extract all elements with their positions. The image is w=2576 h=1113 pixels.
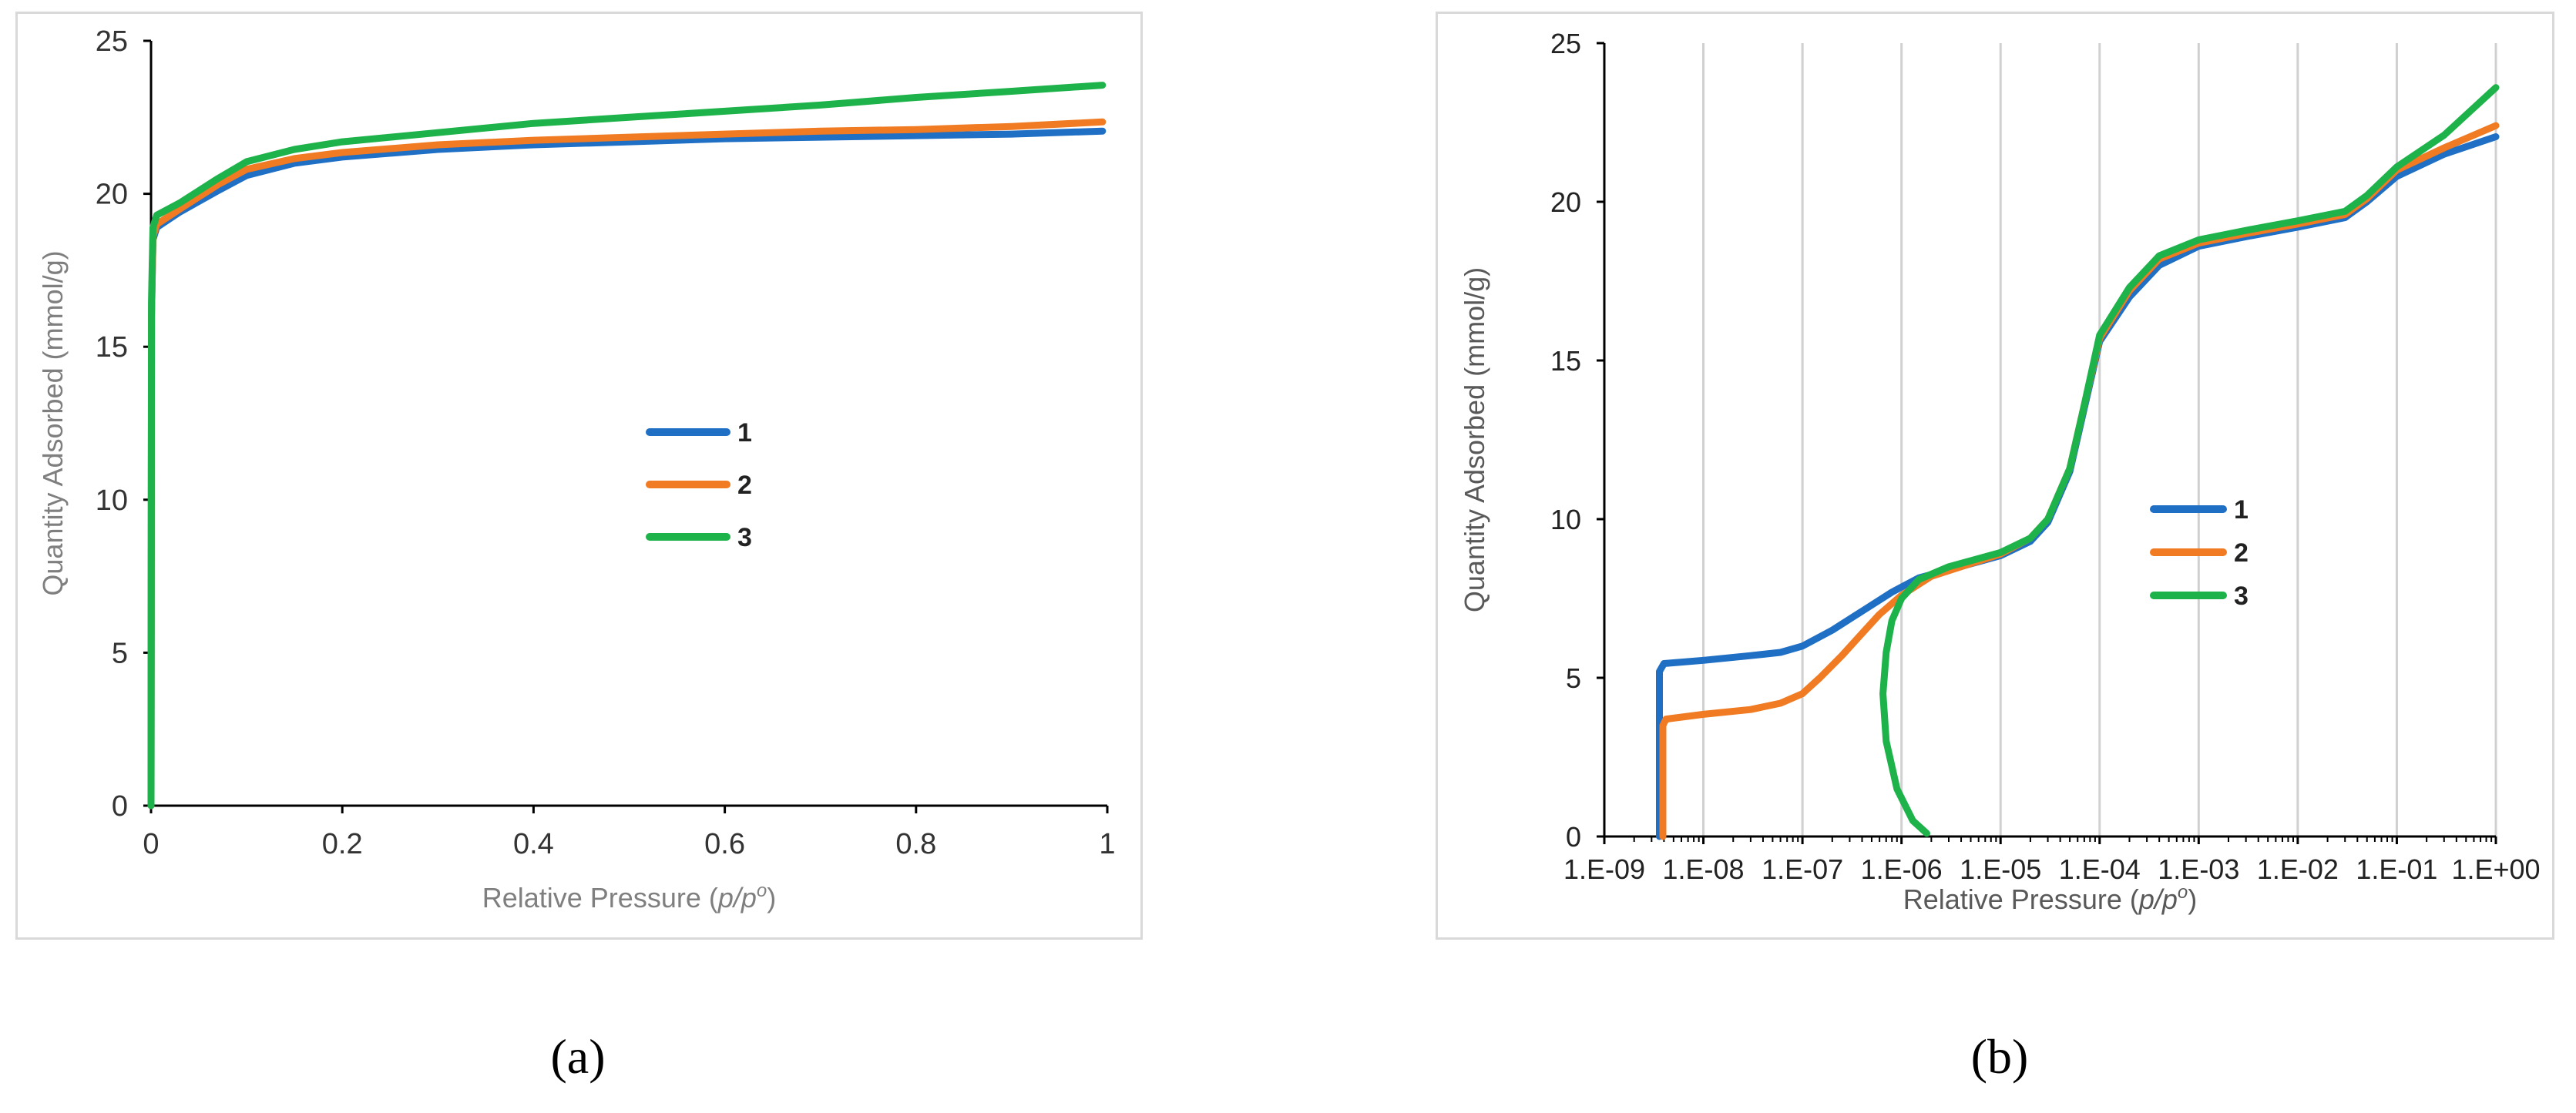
legend-label-a-3: 3: [737, 523, 752, 552]
x-tick-label-a-2: 0.4: [513, 828, 554, 860]
x-tick-label-a-1: 0.2: [322, 828, 363, 860]
y-axis-label-a: Quantity Adsorbed (mmol/g): [37, 250, 69, 595]
series-line-a-1: [147, 127, 1107, 810]
x-tick-label-a-4: 0.8: [895, 828, 936, 860]
y-tick-label-a-4: 20: [96, 179, 128, 211]
x-tick-label-b-7: 1.E-02: [2257, 853, 2339, 885]
x-tick-label-b-6: 1.E-03: [2158, 853, 2239, 885]
y-tick-label-b-1: 5: [1566, 662, 1581, 694]
y-tick-label-b-5: 25: [1550, 28, 1581, 59]
legend-label-a-2: 2: [737, 471, 752, 500]
y-tick-label-b-4: 20: [1550, 186, 1581, 218]
series-line-a-2: [147, 118, 1107, 810]
x-axis-label-a: Relative Pressure (p/po): [482, 880, 777, 914]
series-line-b-1: [1656, 133, 2500, 840]
caption-a: (a): [550, 1029, 606, 1084]
x-tick-label-b-1: 1.E-08: [1663, 853, 1745, 885]
y-axis-label-b: Quantity Adsorbed (mmol/g): [1459, 267, 1490, 612]
chart-a-svg: 0 5 10 15 20 25 0 0.2 0.4 0.6 0.8 1 1 2 3 Quantity Adso…: [37, 25, 1116, 914]
chart-b-svg: 0 5 10 15 20 25 1.E-09 1.E-08 1.E-07 1.E-06 1.E-05…: [1459, 28, 2541, 915]
x-tick-label-b-0: 1.E-09: [1563, 853, 1645, 885]
legend-label-b-3: 3: [2234, 582, 2249, 611]
y-tick-label-a-3: 15: [96, 331, 128, 364]
legend-label-b-1: 1: [2234, 495, 2249, 525]
x-tick-label-b-4: 1.E-05: [1960, 853, 2041, 885]
caption-b: (b): [1970, 1029, 2029, 1084]
x-tick-label-b-2: 1.E-07: [1762, 853, 1843, 885]
x-tick-label-b-8: 1.E-01: [2356, 853, 2437, 885]
x-tick-label-a-5: 1: [1099, 828, 1115, 860]
chart-panel-a: 0 5 10 15 20 25 0 0.2 0.4 0.6 0.8 1 1 2 3 Quantity Adso…: [15, 12, 1143, 940]
x-tick-label-a-3: 0.6: [704, 828, 745, 860]
x-tick-label-a-0: 0: [143, 828, 159, 860]
chart-panel-b: 0 5 10 15 20 25 1.E-09 1.E-08 1.E-07 1.E-06 1.E-05…: [1436, 12, 2554, 940]
x-axis-label-b: Relative Pressure (p/po): [1903, 882, 2198, 915]
x-tick-label-b-9: 1.E+00: [2451, 853, 2540, 885]
y-tick-label-b-2: 10: [1550, 504, 1581, 535]
legend-label-b-2: 2: [2234, 538, 2249, 568]
y-tick-label-b-3: 15: [1550, 345, 1581, 377]
y-tick-label-a-2: 10: [96, 484, 128, 517]
series-line-a-3: [147, 82, 1107, 810]
x-tick-label-b-3: 1.E-06: [1861, 853, 1943, 885]
series-line-b-2: [1659, 122, 2500, 840]
x-tick-label-b-5: 1.E-04: [2059, 853, 2141, 885]
y-tick-label-a-1: 5: [112, 637, 128, 669]
y-tick-label-a-5: 25: [96, 25, 128, 58]
series-line-b-3: [1879, 84, 2500, 837]
legend-label-a-1: 1: [737, 418, 752, 448]
y-tick-label-b-0: 0: [1566, 821, 1581, 853]
y-tick-label-a-0: 0: [112, 790, 128, 823]
